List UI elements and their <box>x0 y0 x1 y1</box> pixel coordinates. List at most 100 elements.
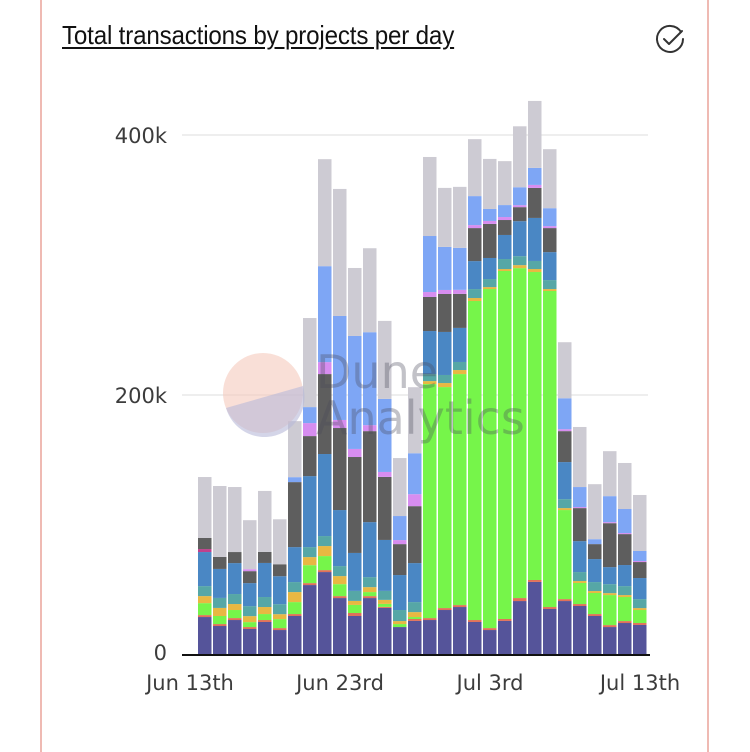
bar-segment[interactable] <box>468 621 482 655</box>
bar-segment[interactable] <box>273 628 287 631</box>
bar-segment[interactable] <box>198 596 212 604</box>
bar-segment[interactable] <box>573 605 587 655</box>
bar-segment[interactable] <box>303 547 317 558</box>
bar-segment[interactable] <box>363 596 377 599</box>
bar-segment[interactable] <box>528 184 542 188</box>
bar-segment[interactable] <box>513 268 527 599</box>
bar-segment[interactable] <box>573 507 587 509</box>
bar-segment[interactable] <box>453 370 467 375</box>
bar-segment[interactable] <box>573 572 587 582</box>
bar-segment[interactable] <box>603 496 617 523</box>
bar-segment[interactable] <box>258 620 272 622</box>
bar-segment[interactable] <box>618 586 632 596</box>
bar-segment[interactable] <box>273 564 287 577</box>
bar-segment[interactable] <box>408 620 422 655</box>
bar-stack[interactable] <box>198 477 212 655</box>
bar-segment[interactable] <box>498 269 512 271</box>
bar-segment[interactable] <box>603 625 617 628</box>
bar-segment[interactable] <box>378 590 392 600</box>
bar-segment[interactable] <box>603 523 617 568</box>
bar-segment[interactable] <box>423 156 437 237</box>
bar-segment[interactable] <box>588 539 602 545</box>
bar-segment[interactable] <box>363 425 377 432</box>
bar-segment[interactable] <box>393 627 407 655</box>
bar-segment[interactable] <box>393 516 407 541</box>
bar-segment[interactable] <box>393 624 407 628</box>
bar-segment[interactable] <box>408 506 422 564</box>
bar-segment[interactable] <box>468 196 482 226</box>
bar-stack[interactable] <box>288 421 302 655</box>
bar-stack[interactable] <box>273 519 287 655</box>
bar-segment[interactable] <box>408 453 422 495</box>
bar-stack[interactable] <box>453 186 467 655</box>
bar-segment[interactable] <box>558 510 572 600</box>
bar-segment[interactable] <box>468 620 482 622</box>
bar-segment[interactable] <box>528 272 542 580</box>
bar-segment[interactable] <box>228 594 242 605</box>
bar-stack[interactable] <box>393 458 407 655</box>
bar-segment[interactable] <box>573 604 587 606</box>
bar-segment[interactable] <box>513 601 527 655</box>
bar-segment[interactable] <box>633 578 647 600</box>
bar-segment[interactable] <box>633 561 647 563</box>
bar-segment[interactable] <box>213 568 227 598</box>
bar-segment[interactable] <box>348 457 362 553</box>
bar-segment[interactable] <box>438 374 452 384</box>
bar-segment[interactable] <box>453 374 467 606</box>
bar-segment[interactable] <box>483 287 497 290</box>
bar-segment[interactable] <box>453 605 467 608</box>
bar-segment[interactable] <box>348 613 362 616</box>
bar-segment[interactable] <box>408 602 422 613</box>
bar-stack[interactable] <box>213 486 227 655</box>
bar-segment[interactable] <box>588 592 602 615</box>
bar-segment[interactable] <box>288 582 302 593</box>
bar-segment[interactable] <box>603 595 617 626</box>
bar-segment[interactable] <box>633 610 647 624</box>
bar-segment[interactable] <box>543 291 557 608</box>
bar-segment[interactable] <box>603 451 617 497</box>
bar-segment[interactable] <box>618 621 632 624</box>
bar-segment[interactable] <box>303 585 317 655</box>
bar-segment[interactable] <box>378 476 392 540</box>
bar-stack[interactable] <box>618 462 632 655</box>
bar-segment[interactable] <box>468 289 482 299</box>
bar-segment[interactable] <box>453 293 467 328</box>
bar-segment[interactable] <box>618 533 632 535</box>
bar-segment[interactable] <box>543 226 557 229</box>
bar-segment[interactable] <box>198 549 212 553</box>
bar-segment[interactable] <box>273 576 287 605</box>
bar-segment[interactable] <box>258 607 272 615</box>
bar-segment[interactable] <box>348 600 362 605</box>
bar-segment[interactable] <box>378 539 392 591</box>
bar-segment[interactable] <box>378 606 392 608</box>
bar-segment[interactable] <box>288 614 302 616</box>
bar-segment[interactable] <box>633 624 647 655</box>
bar-segment[interactable] <box>423 384 437 619</box>
bar-segment[interactable] <box>543 289 557 291</box>
bar-segment[interactable] <box>453 289 467 294</box>
bar-segment[interactable] <box>408 617 422 619</box>
bar-stack[interactable] <box>558 342 572 655</box>
bar-stack[interactable] <box>303 318 317 655</box>
bar-segment[interactable] <box>438 608 452 611</box>
bar-segment[interactable] <box>348 267 362 336</box>
bar-segment[interactable] <box>618 534 632 566</box>
bar-segment[interactable] <box>318 374 332 455</box>
bar-segment[interactable] <box>333 188 347 316</box>
bar-segment[interactable] <box>378 607 392 655</box>
bar-segment[interactable] <box>303 423 317 437</box>
bar-segment[interactable] <box>198 615 212 618</box>
bar-stack[interactable] <box>333 188 347 655</box>
bar-segment[interactable] <box>378 603 392 607</box>
bar-segment[interactable] <box>483 289 497 629</box>
bar-segment[interactable] <box>528 100 542 168</box>
bar-segment[interactable] <box>483 628 497 631</box>
bar-stack[interactable] <box>573 426 587 655</box>
bar-segment[interactable] <box>318 546 332 557</box>
bar-segment[interactable] <box>453 327 467 362</box>
bar-segment[interactable] <box>303 476 317 548</box>
bar-segment[interactable] <box>543 608 557 655</box>
bar-stack[interactable] <box>408 387 422 655</box>
bar-segment[interactable] <box>273 630 287 655</box>
bar-stack[interactable] <box>438 187 452 655</box>
